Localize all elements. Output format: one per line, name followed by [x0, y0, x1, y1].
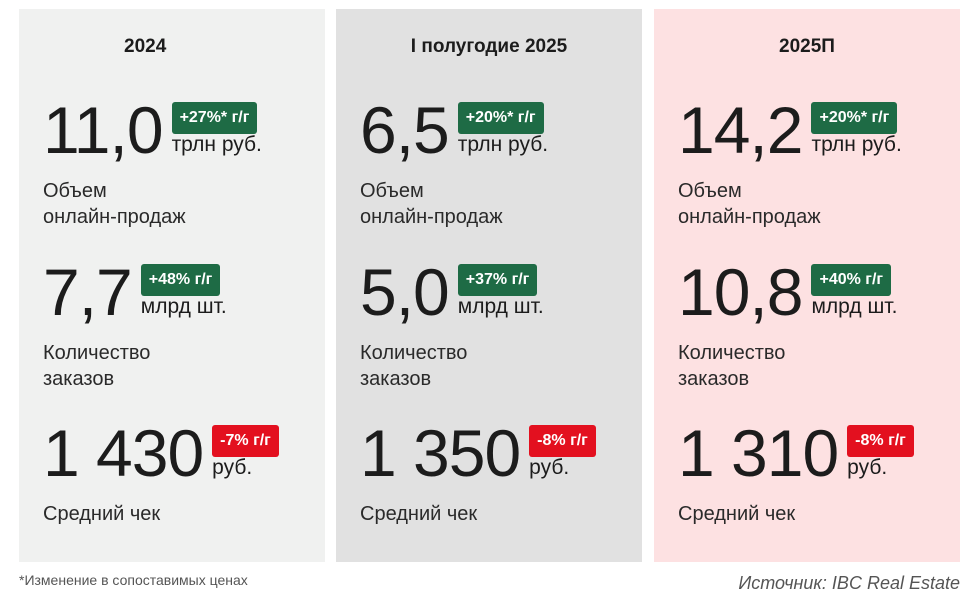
- metric-label-line: Объем: [678, 180, 742, 202]
- metric-unit: трлн руб.: [171, 133, 262, 156]
- metric-label-line: Средний чек: [360, 503, 478, 525]
- metric-label-line: заказов: [678, 368, 750, 390]
- metric-label-line: Объем: [360, 180, 424, 202]
- metric-value: 10,8: [678, 255, 803, 329]
- change-badge-down: -8% г/г: [529, 425, 596, 457]
- metric-label: Объем онлайн-продаж: [678, 178, 952, 230]
- change-badge-up: +40% г/г: [811, 264, 892, 296]
- change-badge-down: -8% г/г: [847, 425, 914, 457]
- metric-online-sales: 14,2 +20%* г/г трлн руб. Объем онлайн-пр…: [678, 92, 952, 230]
- column-h1-2025: I полугодие 2025 6,5 +20%* г/г трлн руб.…: [336, 9, 642, 562]
- metric-unit: трлн руб.: [811, 133, 902, 156]
- metric-online-sales: 11,0 +27%* г/г трлн руб. Объем онлайн-пр…: [43, 92, 317, 230]
- metric-value: 7,7: [43, 255, 133, 329]
- column-title: I полугодие 2025: [410, 36, 568, 57]
- metric-label: Средний чек: [678, 501, 952, 527]
- change-badge-up: +27%* г/г: [171, 102, 258, 134]
- metric-label-line: Объем: [43, 180, 107, 202]
- metric-label: Объем онлайн-продаж: [360, 178, 634, 230]
- metric-value: 5,0: [360, 255, 450, 329]
- metric-online-sales: 6,5 +20%* г/г трлн руб. Объем онлайн-про…: [360, 92, 634, 230]
- metric-value: 6,5: [360, 93, 450, 167]
- metric-orders: 7,7 +48% г/г млрд шт. Количество заказов: [43, 254, 317, 392]
- metric-label: Количество заказов: [360, 340, 634, 392]
- metric-value: 1 350: [360, 416, 521, 490]
- metric-unit: руб.: [212, 456, 253, 479]
- column-title: 2025П: [779, 36, 835, 57]
- change-badge-down: -7% г/г: [212, 425, 279, 457]
- metric-value: 14,2: [678, 93, 803, 167]
- metric-label: Средний чек: [43, 501, 317, 527]
- footnote: *Изменение в сопоставимых ценах: [19, 572, 248, 588]
- metric-orders: 5,0 +37% г/г млрд шт. Количество заказов: [360, 254, 634, 392]
- change-badge-up: +37% г/г: [457, 264, 538, 296]
- metric-label-line: онлайн-продаж: [360, 206, 503, 228]
- metric-label-line: заказов: [360, 368, 432, 390]
- column-2025-forecast: 2025П 14,2 +20%* г/г трлн руб. Объем онл…: [654, 9, 960, 562]
- metric-label-line: Средний чек: [678, 503, 796, 525]
- metric-unit: млрд шт.: [140, 295, 227, 318]
- metric-label-line: Количество: [678, 342, 786, 364]
- change-badge-up: +48% г/г: [140, 264, 221, 296]
- metric-value: 1 310: [678, 416, 839, 490]
- metric-label-line: заказов: [43, 368, 115, 390]
- change-badge-up: +20%* г/г: [811, 102, 898, 134]
- metric-unit: млрд шт.: [457, 295, 544, 318]
- metric-label-line: онлайн-продаж: [678, 206, 821, 228]
- column-title: 2024: [124, 36, 167, 57]
- metric-value: 11,0: [43, 93, 164, 167]
- change-badge-up: +20%* г/г: [457, 102, 544, 134]
- metric-label-line: Средний чек: [43, 503, 161, 525]
- metric-label: Средний чек: [360, 501, 634, 527]
- metric-label-line: Количество: [360, 342, 468, 364]
- metric-unit: трлн руб.: [457, 133, 549, 156]
- metric-value: 1 430: [43, 416, 204, 490]
- column-2024: 2024 11,0 +27%* г/г трлн руб. Объем онла…: [19, 9, 325, 562]
- metric-label: Объем онлайн-продаж: [43, 178, 317, 230]
- source-credit: Источник: IBC Real Estate: [738, 573, 960, 593]
- metric-label: Количество заказов: [678, 340, 952, 392]
- metric-average-check: 1 310 -8% г/г руб. Средний чек: [678, 415, 952, 527]
- metric-unit: млрд шт.: [811, 295, 898, 318]
- metric-average-check: 1 350 -8% г/г руб. Средний чек: [360, 415, 634, 527]
- metric-label-line: онлайн-продаж: [43, 206, 186, 228]
- metric-label: Количество заказов: [43, 340, 317, 392]
- metric-label-line: Количество: [43, 342, 151, 364]
- metric-orders: 10,8 +40% г/г млрд шт. Количество заказо…: [678, 254, 952, 392]
- metric-unit: руб.: [847, 456, 888, 479]
- metric-unit: руб.: [529, 456, 570, 479]
- metric-average-check: 1 430 -7% г/г руб. Средний чек: [43, 415, 317, 527]
